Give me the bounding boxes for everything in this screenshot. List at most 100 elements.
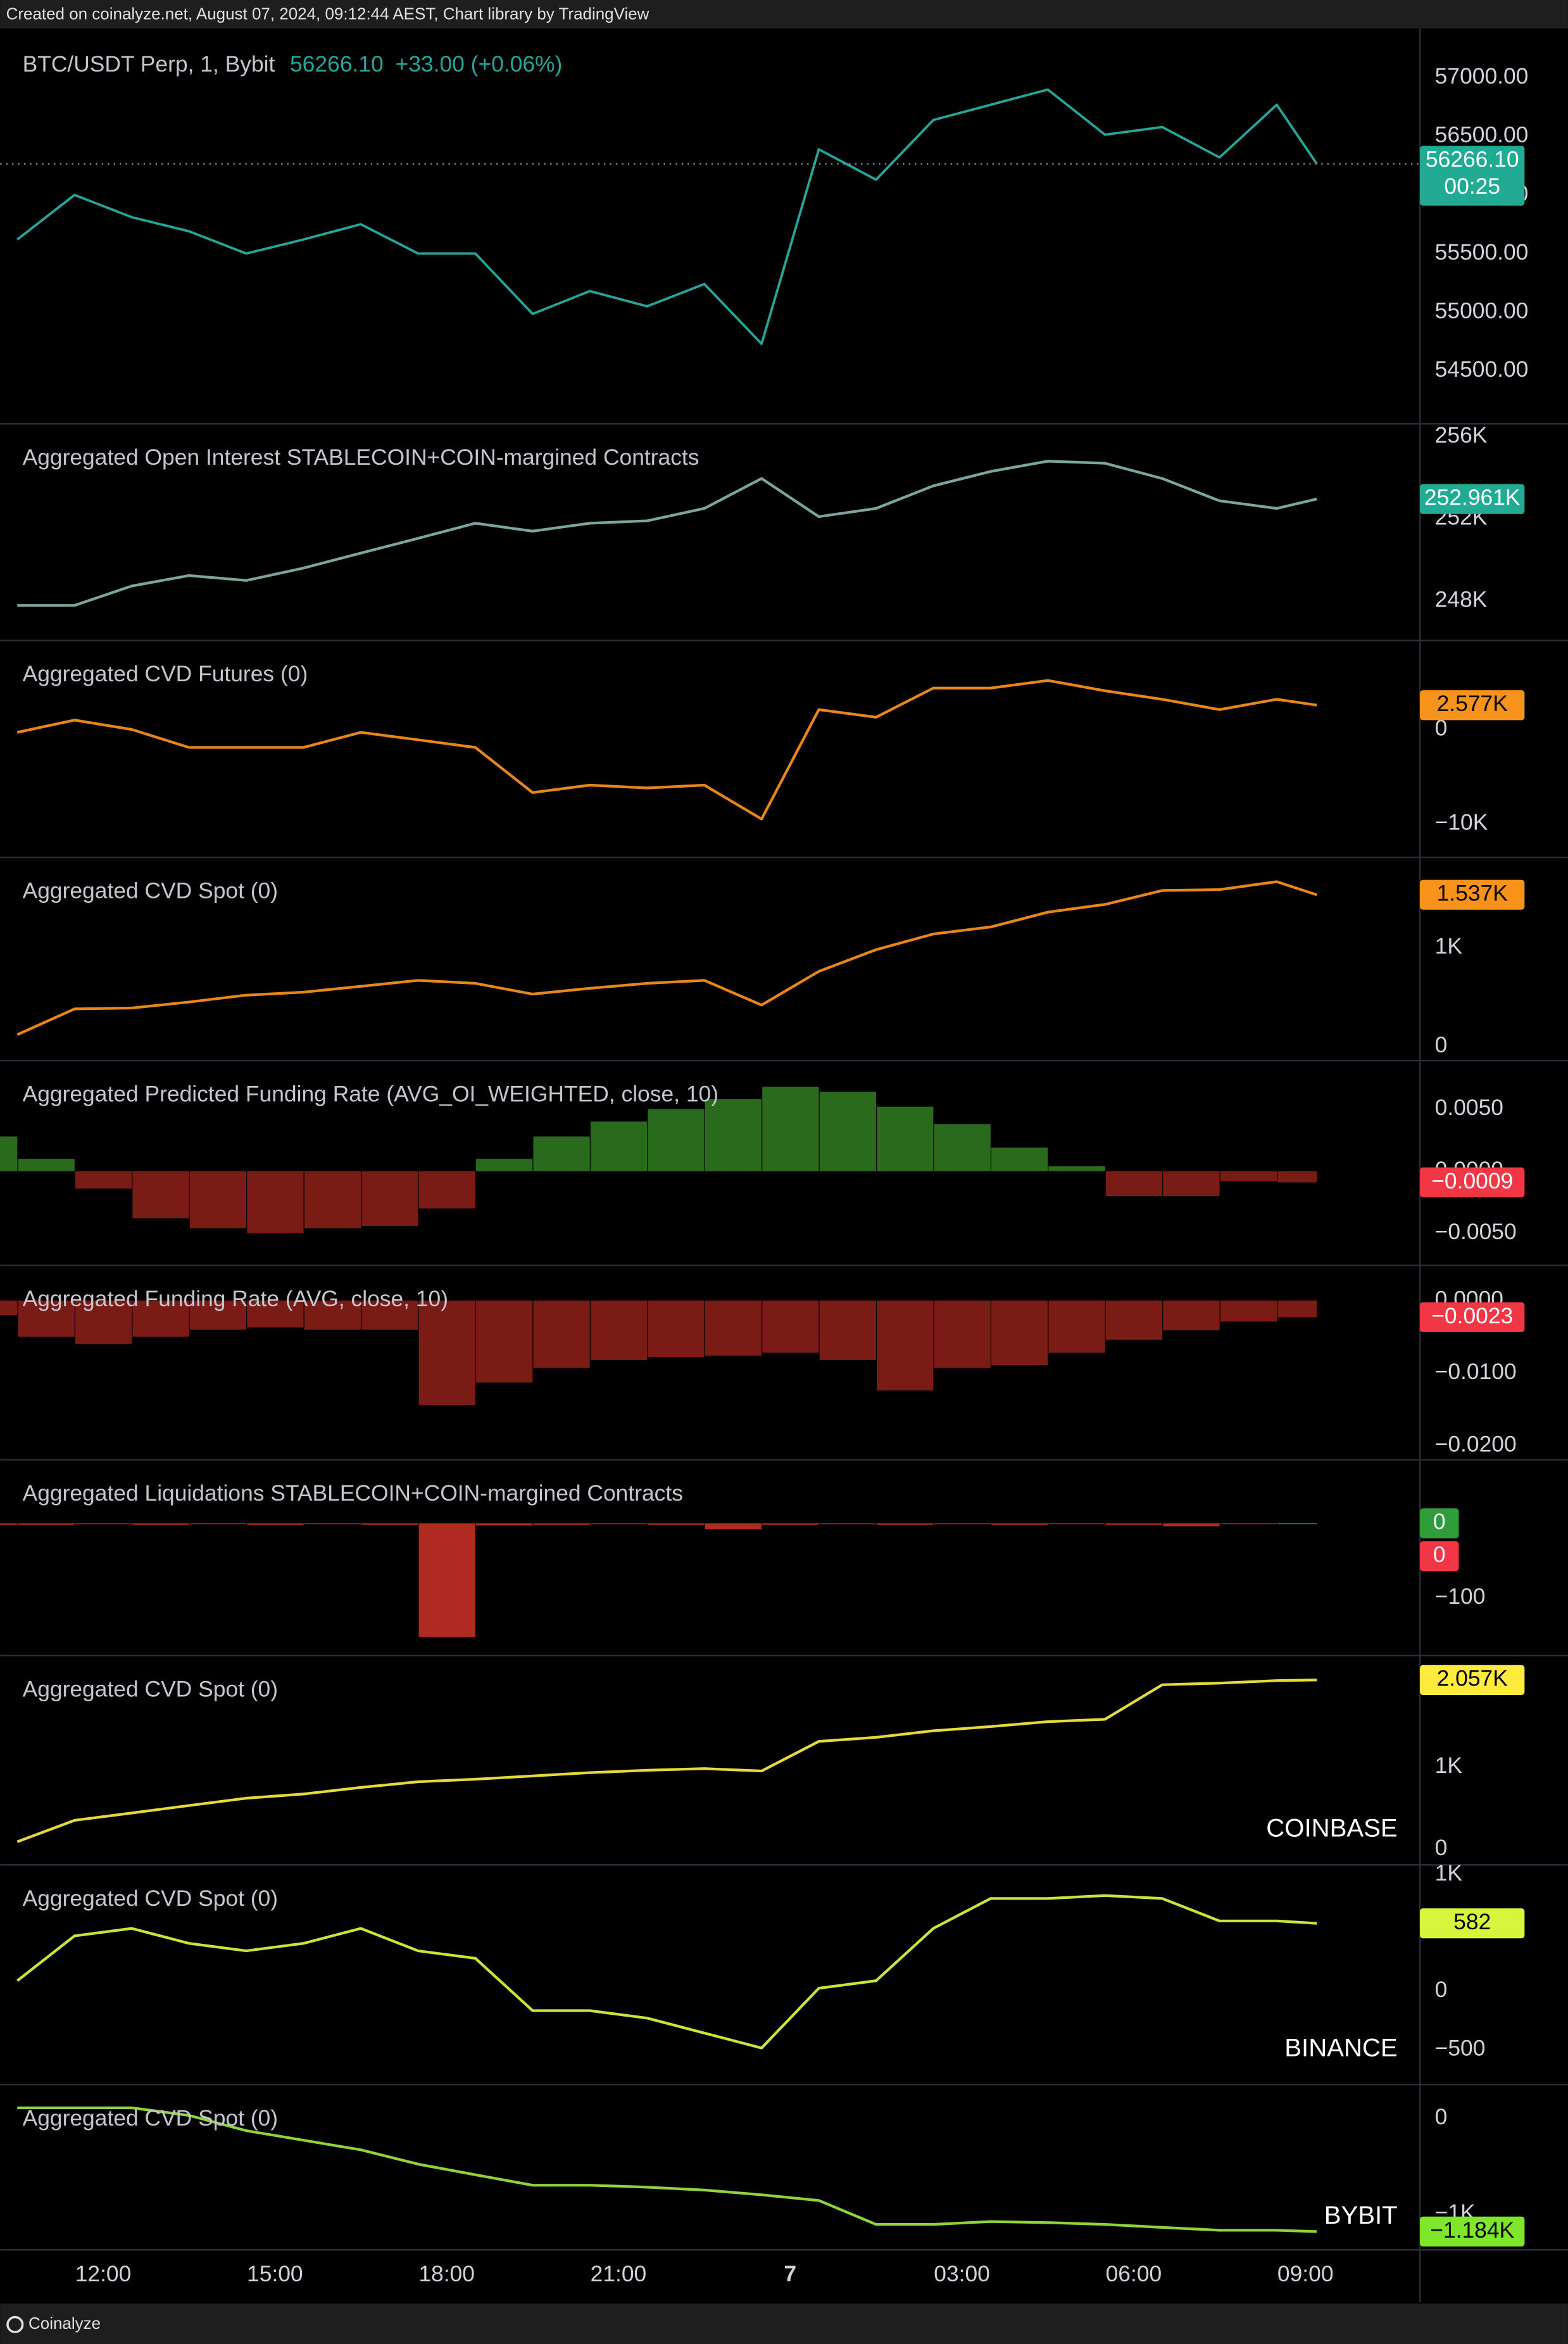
y-tick-label: −100 <box>1435 1584 1486 1609</box>
panel-title-text: BTC/USDT Perp, 1, Bybit <box>23 51 275 77</box>
bar <box>705 1099 762 1171</box>
series-line <box>16 1894 1317 2050</box>
panel-title: Aggregated CVD Spot (0) <box>23 1886 278 1911</box>
price-tag-label: 56266.10 <box>1426 146 1519 172</box>
liquidation-tag <box>1420 1541 1459 1572</box>
bar <box>0 1301 18 1315</box>
bar <box>1163 1171 1220 1196</box>
bar <box>877 1301 934 1391</box>
y-tick-label: 0 <box>1435 1032 1448 1057</box>
bar <box>1048 1523 1105 1525</box>
bar <box>648 1523 705 1525</box>
price-tag-label: 252.961K <box>1424 484 1521 510</box>
price-tag-label: −0.0009 <box>1431 1168 1513 1194</box>
price-tag <box>1420 1665 1525 1695</box>
bar <box>590 1121 648 1171</box>
bar <box>819 1092 876 1171</box>
panel-title-text: Aggregated Open Interest STABLECOIN+COIN… <box>23 444 699 470</box>
series-line <box>17 460 1317 607</box>
series-line <box>16 88 1318 345</box>
panel-title: Aggregated CVD Spot (0) <box>23 878 278 904</box>
y-tick-label: −10K <box>1435 809 1488 835</box>
bar <box>1220 1301 1277 1322</box>
price-value: 56266.10 <box>290 51 384 77</box>
bar <box>304 1171 361 1228</box>
x-tick-label: 12:00 <box>75 2261 132 2286</box>
bar <box>132 1171 189 1219</box>
panel-title: Aggregated CVD Spot (0) <box>23 1677 278 1702</box>
panel-title: Aggregated Predicted Funding Rate (AVG_O… <box>23 1081 718 1107</box>
price-tag <box>1420 1302 1525 1333</box>
series-line <box>17 2106 1317 2233</box>
bar <box>247 1301 304 1328</box>
y-tick-label: 1K <box>1435 1860 1463 1886</box>
bar <box>361 1523 418 1525</box>
y-tick-label: 54500.00 <box>1435 356 1529 382</box>
y-tick-label: 0.0050 <box>1435 1095 1503 1120</box>
bar <box>819 1301 876 1360</box>
bar <box>590 1301 648 1360</box>
price-tag-label: 2.577K <box>1437 691 1508 716</box>
footer-bar <box>0 2303 1568 2344</box>
panel-title-text: Aggregated Predicted Funding Rate (AVG_O… <box>23 1081 718 1107</box>
bar <box>18 1301 75 1337</box>
bar <box>18 1523 75 1525</box>
y-tick-label: 1K <box>1435 933 1463 959</box>
bar <box>590 1523 648 1525</box>
price-tag <box>1420 879 1525 910</box>
bar <box>762 1087 819 1171</box>
y-tick-label: 57000.00 <box>1435 63 1529 89</box>
y-tick-label: 0 <box>1435 715 1448 740</box>
bar <box>1048 1166 1105 1171</box>
bar <box>1105 1523 1163 1525</box>
y-tick-label: 55000.00 <box>1435 298 1529 323</box>
panel-title: Aggregated Open Interest STABLECOIN+COIN… <box>23 444 699 470</box>
series-line <box>16 679 1317 821</box>
bar <box>991 1147 1048 1171</box>
footer-logo <box>6 2316 24 2333</box>
bar <box>533 1301 590 1368</box>
bar <box>189 1301 247 1330</box>
exchange-label: COINBASE <box>1266 1813 1397 1842</box>
panel-title: Aggregated Funding Rate (AVG, close, 10) <box>23 1286 448 1311</box>
footer-text: Coinalyze <box>28 2314 101 2333</box>
price-change: +33.00 (+0.06%) <box>396 51 563 77</box>
price-tag <box>1420 2216 1525 2247</box>
bar <box>75 1523 132 1525</box>
bar <box>75 1171 132 1189</box>
bar <box>877 1523 934 1525</box>
price-tag <box>1420 484 1525 514</box>
y-tick-label: 0 <box>1435 1835 1448 1860</box>
panel-title-text: Aggregated CVD Spot (0) <box>23 1677 278 1702</box>
price-tag-label: 00:25 <box>1444 173 1500 199</box>
bar <box>132 1523 189 1525</box>
bar <box>132 1301 189 1337</box>
bar <box>1220 1523 1277 1525</box>
panel-title: Aggregated Liquidations STABLECOIN+COIN-… <box>23 1480 683 1506</box>
bar <box>418 1301 475 1405</box>
bar <box>1105 1171 1163 1196</box>
panel-title: Aggregated CVD Spot (0) <box>23 2105 278 2131</box>
bar <box>418 1523 475 1637</box>
bar <box>1277 1301 1317 1318</box>
liquidation-tag-label: 0 <box>1433 1542 1446 1567</box>
price-tag-label: 582 <box>1453 1909 1491 1934</box>
panel-title-text: Aggregated CVD Spot (0) <box>23 2105 278 2131</box>
series-line <box>16 880 1317 1036</box>
price-tag-label: −0.0023 <box>1431 1303 1513 1328</box>
bar <box>361 1301 418 1330</box>
panel-title-text: Aggregated Liquidations STABLECOIN+COIN-… <box>23 1480 683 1506</box>
y-tick-label: 55500.00 <box>1435 239 1529 265</box>
bar <box>247 1171 304 1233</box>
bar <box>762 1523 819 1525</box>
exchange-label: BYBIT <box>1324 2201 1398 2229</box>
price-tag-label: −1.184K <box>1430 2217 1514 2243</box>
bar <box>476 1159 533 1171</box>
liquidation-tag-label: 0 <box>1433 1509 1446 1534</box>
bar <box>1048 1301 1105 1353</box>
bar <box>533 1523 590 1525</box>
y-tick-label: 0 <box>1435 2104 1448 2129</box>
y-tick-label: 56500.00 <box>1435 122 1529 148</box>
